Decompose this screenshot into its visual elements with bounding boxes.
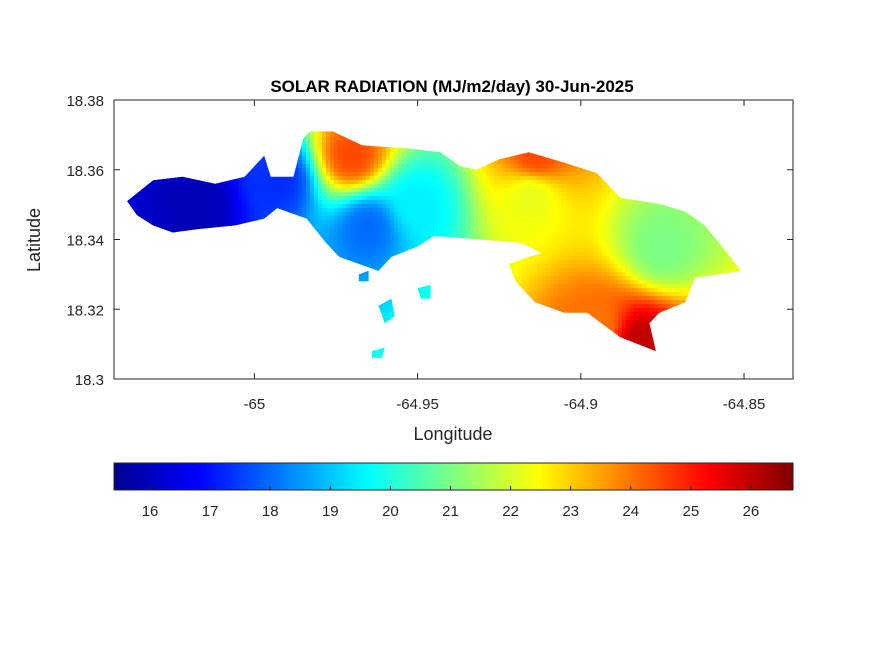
y-tick-label: 18.34 [66,233,104,250]
colorbar-tick-label: 19 [322,503,339,520]
x-axis-label: Longitude [413,424,492,444]
chart-title: SOLAR RADIATION (MJ/m2/day) 30-Jun-2025 [270,77,633,96]
y-axis-label: Latitude [24,208,44,272]
colorbar-tick-label: 25 [683,503,700,520]
colorbar-tick-label: 26 [743,503,760,520]
y-tick-label: 18.36 [66,163,104,180]
heatmap-region [369,170,467,240]
colorbar-tick-label: 17 [202,503,219,520]
colorbar [113,462,794,491]
colorbar-tick-label: 23 [562,503,579,520]
colorbar-tick-label: 20 [382,503,399,520]
colorbar-tick-label: 18 [262,503,279,520]
heatmap-region [483,159,581,232]
colorbar-tick-label: 24 [622,503,639,520]
x-tick-label: -65 [244,396,266,413]
x-tick-label: -64.95 [396,396,439,413]
y-tick-label: 18.3 [75,372,104,389]
colorbar-tick-label: 22 [502,503,519,520]
x-axis-ticks: -65 -64.95 -64.9 -64.85 [244,100,766,413]
colorbar-ticks: 16 17 18 19 20 21 22 23 24 25 26 [142,486,760,520]
y-tick-label: 18.32 [66,302,104,319]
x-tick-label: -64.9 [564,396,598,413]
x-tick-label: -64.85 [723,396,766,413]
colorbar-tick-label: 21 [442,503,459,520]
colorbar-tick-label: 16 [142,503,159,520]
y-tick-label: 18.38 [66,93,104,110]
y-axis-ticks: 18.3 18.32 18.34 18.36 18.38 [66,93,793,389]
